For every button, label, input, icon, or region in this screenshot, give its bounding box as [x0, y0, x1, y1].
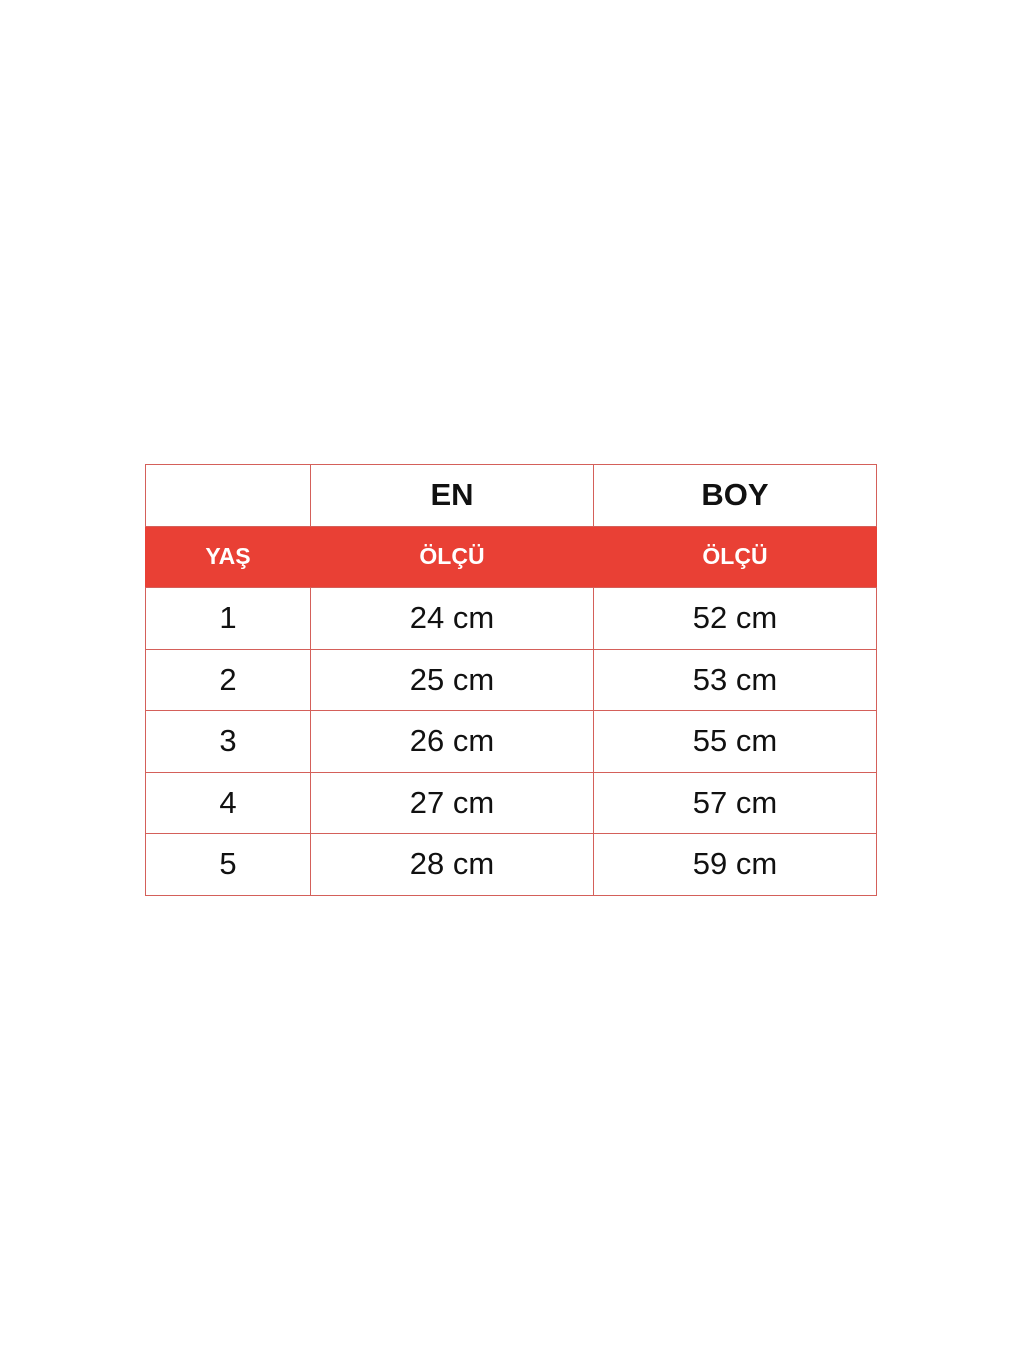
en-cell: 26 cm: [310, 710, 594, 773]
en-cell: 28 cm: [310, 833, 594, 896]
boy-cell: 52 cm: [593, 587, 877, 650]
boy-cell: 59 cm: [593, 833, 877, 896]
subheader-row: YAŞ ÖLÇÜ ÖLÇÜ: [145, 525, 877, 588]
table-row: 4 27 cm 57 cm: [145, 771, 877, 834]
en-cell: 25 cm: [310, 648, 594, 711]
boy-cell: 57 cm: [593, 771, 877, 834]
table-row: 2 25 cm 53 cm: [145, 648, 877, 711]
subheader-yas: YAŞ: [145, 525, 311, 588]
table-row: 3 26 cm 55 cm: [145, 710, 877, 773]
header-empty: [145, 464, 311, 527]
boy-cell: 53 cm: [593, 648, 877, 711]
age-cell: 1: [145, 587, 311, 650]
boy-cell: 55 cm: [593, 710, 877, 773]
en-cell: 24 cm: [310, 587, 594, 650]
table-row: 5 28 cm 59 cm: [145, 833, 877, 896]
age-cell: 4: [145, 771, 311, 834]
table-row: 1 24 cm 52 cm: [145, 587, 877, 650]
age-cell: 3: [145, 710, 311, 773]
subheader-olcu-en: ÖLÇÜ: [310, 525, 594, 588]
age-cell: 5: [145, 833, 311, 896]
header-row: EN BOY: [145, 464, 877, 527]
age-cell: 2: [145, 648, 311, 711]
header-boy: BOY: [593, 464, 877, 527]
subheader-olcu-boy: ÖLÇÜ: [593, 525, 877, 588]
header-en: EN: [310, 464, 594, 527]
en-cell: 27 cm: [310, 771, 594, 834]
size-table: EN BOY YAŞ ÖLÇÜ ÖLÇÜ 1 24 cm 52 cm 2 25 cm 53…: [145, 464, 877, 896]
